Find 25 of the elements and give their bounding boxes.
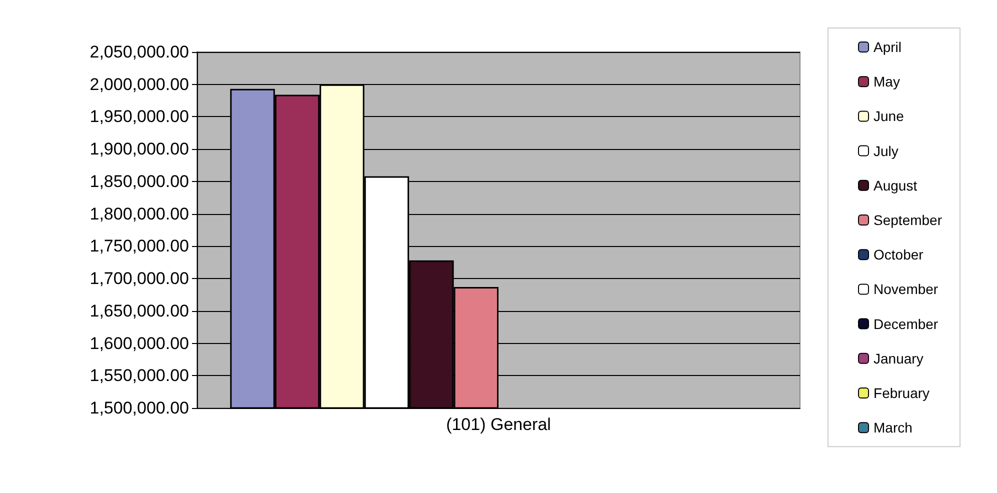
y-tick-label: 1,750,000.00 [90, 236, 189, 256]
y-tick-label: 1,900,000.00 [90, 140, 189, 159]
legend-label: May [874, 74, 900, 90]
legend-label: July [874, 142, 898, 159]
y-tick-label: 1,850,000.00 [90, 172, 189, 191]
y-tick-label: 1,550,000.00 [90, 366, 189, 386]
legend-label: March [874, 420, 912, 436]
legend-label: February [874, 385, 930, 401]
y-tick-label: 1,650,000.00 [90, 301, 189, 320]
x-tick-label: (101) General [446, 415, 551, 434]
y-tick-label: 1,700,000.00 [90, 269, 189, 288]
legend-label: June [874, 108, 904, 124]
y-tick-label: 1,600,000.00 [90, 334, 189, 353]
y-tick-label: 1,950,000.00 [90, 107, 189, 126]
legend-label: November [874, 281, 938, 298]
legend-label: December [874, 316, 938, 332]
legend-label: April [874, 39, 902, 55]
legend-label: January [874, 350, 924, 366]
y-tick-label: 1,500,000.00 [90, 398, 189, 418]
legend-label: August [874, 177, 918, 194]
y-tick-label: 1,800,000.00 [90, 204, 189, 224]
legend-label: October [874, 246, 924, 263]
legend-label: September [874, 212, 942, 228]
y-tick-label: 2,000,000.00 [90, 74, 189, 94]
y-tick-label: 2,050,000.00 [90, 42, 189, 62]
